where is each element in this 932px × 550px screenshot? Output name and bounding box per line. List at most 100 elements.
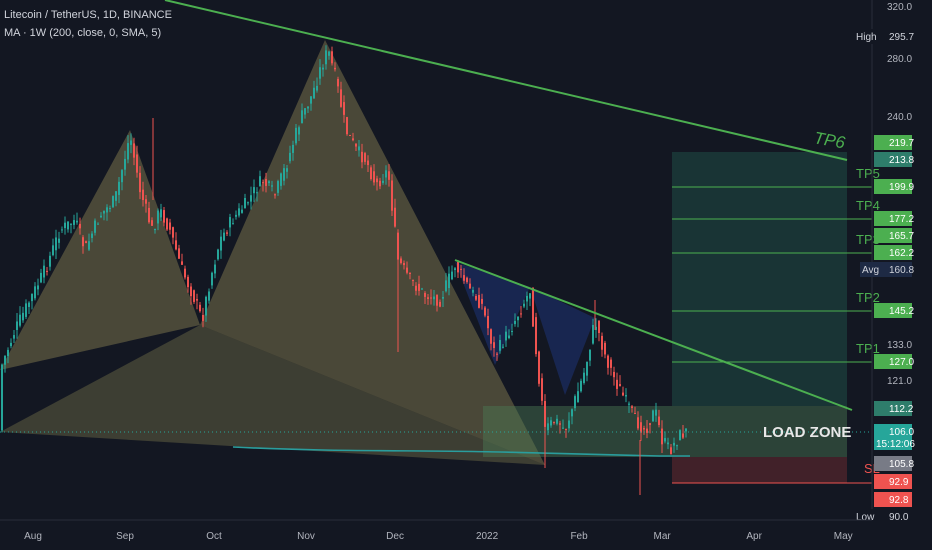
candle xyxy=(337,76,339,93)
candle xyxy=(235,210,237,220)
candle xyxy=(565,428,567,438)
candle xyxy=(538,350,540,387)
candle xyxy=(67,221,69,233)
stop-zone xyxy=(672,457,847,483)
candle xyxy=(625,388,627,403)
candle xyxy=(613,366,615,386)
candle xyxy=(217,248,219,261)
candle xyxy=(94,218,96,236)
price-tag: 219.7 xyxy=(874,135,914,150)
svg-text:219.7: 219.7 xyxy=(889,138,914,149)
candle xyxy=(34,282,36,301)
price-tick-label: 280.0 xyxy=(887,54,912,65)
candle xyxy=(655,402,657,422)
price-tag: 213.8 xyxy=(874,152,914,167)
candle xyxy=(442,291,444,307)
candle xyxy=(196,293,198,310)
candle xyxy=(379,177,381,190)
candle xyxy=(571,408,573,425)
svg-text:92.9: 92.9 xyxy=(889,477,909,488)
candle xyxy=(340,81,342,108)
candle xyxy=(13,330,15,343)
candle xyxy=(64,216,66,235)
candle xyxy=(607,354,609,375)
candle xyxy=(601,332,603,357)
candle xyxy=(292,140,294,161)
candle xyxy=(358,140,360,157)
candle xyxy=(403,260,405,270)
price-tick-label: 320.0 xyxy=(887,2,912,13)
candle xyxy=(277,179,279,196)
candle xyxy=(301,103,303,124)
candle xyxy=(124,150,126,176)
price-axis[interactable]: 320.0 280.0 240.0 133.0 121.0 xyxy=(887,2,912,387)
indicator-legend[interactable]: MA · 1W (200, close, 0, SMA, 5) xyxy=(4,27,162,39)
candle xyxy=(226,230,228,236)
candle xyxy=(367,155,369,173)
candle xyxy=(415,282,417,296)
svg-text:177.2: 177.2 xyxy=(889,214,914,225)
candle xyxy=(535,312,537,357)
candle xyxy=(112,195,114,208)
candle xyxy=(679,429,681,441)
candle xyxy=(121,168,123,191)
candle xyxy=(115,191,117,207)
candle xyxy=(430,289,432,305)
candle xyxy=(46,267,48,276)
svg-text:105.8: 105.8 xyxy=(889,459,914,470)
candle xyxy=(640,415,642,441)
svg-text:106.0: 106.0 xyxy=(889,427,914,438)
candle xyxy=(439,299,441,308)
svg-text:112.2: 112.2 xyxy=(889,404,914,415)
candlesticks xyxy=(1,45,687,495)
svg-text:92.8: 92.8 xyxy=(889,495,909,506)
candle xyxy=(97,222,99,225)
svg-text:145.2: 145.2 xyxy=(889,306,914,317)
candle xyxy=(574,394,576,412)
candle xyxy=(406,261,408,275)
candle xyxy=(592,318,594,345)
candle xyxy=(163,206,165,227)
candle xyxy=(52,238,54,257)
price-tick-label: 240.0 xyxy=(887,112,912,123)
candle xyxy=(589,349,591,367)
candle xyxy=(178,244,180,259)
candle xyxy=(325,45,327,70)
candle xyxy=(130,133,132,154)
candle xyxy=(79,217,81,235)
time-tick-label: Sep xyxy=(116,531,134,542)
candle xyxy=(103,210,105,221)
symbol-title[interactable]: Litecoin / TetherUS, 1D, BINANCE xyxy=(4,9,172,21)
price-tag: 112.2 xyxy=(874,401,914,416)
candle xyxy=(466,276,468,284)
candle xyxy=(268,180,270,187)
target-zone xyxy=(672,152,847,406)
candle xyxy=(106,204,108,221)
time-tick-label: Apr xyxy=(746,531,762,542)
candle xyxy=(391,174,393,217)
time-axis[interactable]: Aug Sep Oct Nov Dec 2022 Feb Mar Apr May xyxy=(24,531,853,542)
candle xyxy=(661,420,663,453)
candle xyxy=(286,164,288,179)
svg-text:Low: Low xyxy=(856,512,875,523)
lower-trendline xyxy=(454,259,853,411)
candle xyxy=(166,217,168,231)
candle xyxy=(139,166,141,200)
time-tick-label: Dec xyxy=(386,531,404,542)
candle xyxy=(223,228,225,242)
candle xyxy=(541,373,543,406)
candle xyxy=(205,295,207,322)
candle xyxy=(1,363,3,433)
target-label: TP3 xyxy=(856,232,880,247)
price-tag: 165.7 xyxy=(874,228,914,243)
harmonic-pattern xyxy=(0,40,545,465)
candle xyxy=(460,264,462,278)
candle xyxy=(187,274,189,293)
candle xyxy=(193,289,195,304)
candle xyxy=(85,240,87,244)
candle xyxy=(313,80,315,100)
candle xyxy=(670,444,672,455)
candle xyxy=(220,229,222,259)
candle xyxy=(10,338,12,349)
